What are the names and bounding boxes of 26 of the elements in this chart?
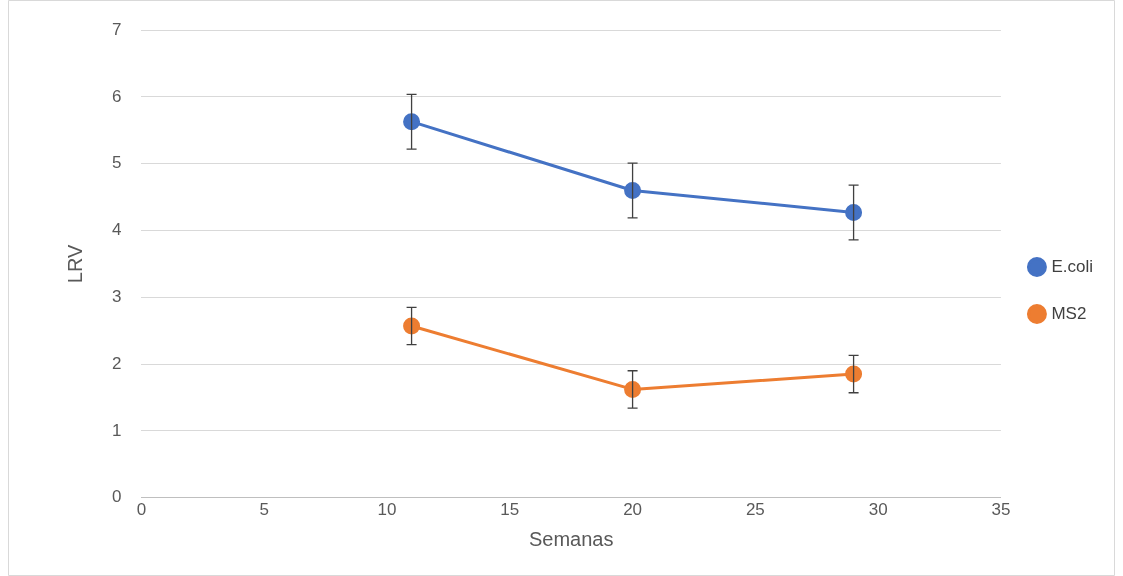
y-axis-title: LRV bbox=[63, 243, 86, 284]
y-tick-label: 0 bbox=[111, 487, 122, 507]
y-tick-label: 2 bbox=[111, 353, 122, 373]
y-tick-label: 3 bbox=[111, 286, 122, 306]
point bbox=[845, 203, 863, 221]
x-tick-label: 25 bbox=[745, 500, 765, 520]
x-tick-label: 20 bbox=[623, 500, 643, 520]
y-tick-label: 1 bbox=[111, 420, 122, 440]
y-tick-label: 7 bbox=[111, 19, 122, 39]
x-tick-label: 30 bbox=[868, 500, 888, 520]
y-tick-label: 6 bbox=[111, 86, 122, 106]
point bbox=[403, 113, 421, 131]
point bbox=[624, 380, 642, 398]
legend-label: MS2 bbox=[1051, 303, 1087, 323]
legend-label: E.coli bbox=[1051, 256, 1094, 276]
x-tick-label: 0 bbox=[136, 500, 147, 520]
x-axis-title: Semanas bbox=[528, 527, 614, 550]
y-tick-label: 5 bbox=[111, 153, 122, 173]
point bbox=[624, 181, 642, 199]
point bbox=[403, 317, 421, 335]
x-tick-label: 5 bbox=[259, 500, 269, 520]
y-tick-label: 4 bbox=[111, 220, 122, 240]
x-tick-label: 35 bbox=[991, 500, 1011, 520]
x-tick-label: 10 bbox=[377, 500, 397, 520]
x-tick-label: 15 bbox=[500, 500, 520, 520]
point bbox=[845, 365, 863, 383]
